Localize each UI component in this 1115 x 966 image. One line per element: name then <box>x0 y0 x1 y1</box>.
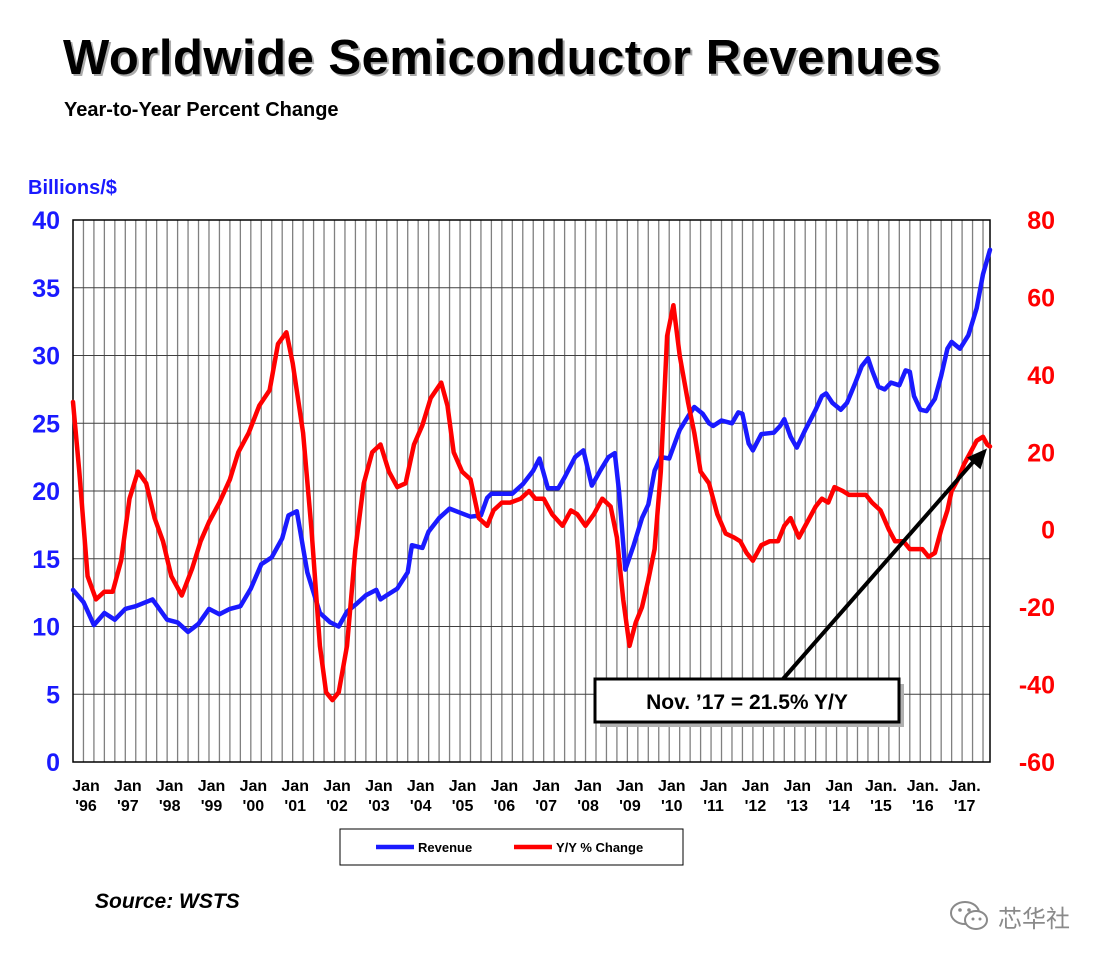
x-tick-label-year: '11 <box>703 798 724 815</box>
x-tick-label-month: Jan <box>574 778 602 795</box>
x-tick-label-month: Jan <box>365 778 393 795</box>
legend-box <box>339 828 684 866</box>
x-tick-label-year: '10 <box>661 798 683 815</box>
x-axis-ticks: Jan '96 Jan '97 Jan '98 Jan '99 Jan '00 Jan '01 Jan '… <box>72 778 980 815</box>
x-tick-label-year: '02 <box>326 798 348 815</box>
annotation-text: Nov. ’17 = 21.5% Y/Y <box>646 691 848 714</box>
x-tick-label-year: '12 <box>745 798 767 815</box>
right-tick-label: -60 <box>1019 749 1055 777</box>
left-tick-label: 15 <box>32 546 60 574</box>
series-layer <box>70 247 993 703</box>
x-tick-label-month: Jan <box>825 778 853 795</box>
left-tick-label: 0 <box>46 749 60 777</box>
x-tick-label-month: Jan. <box>907 778 939 795</box>
x-tick-label-year: '17 <box>954 798 976 815</box>
source-note: Source: WSTS <box>95 890 240 913</box>
watermark-text: 芯华社 <box>998 905 1070 933</box>
x-tick-label-month: Jan <box>658 778 686 795</box>
legend-label: Y/Y % Change <box>556 840 643 855</box>
annotation-arrow-head <box>967 448 987 470</box>
x-tick-label-month: Jan <box>407 778 435 795</box>
x-tick-label-month: Jan. <box>949 778 981 795</box>
annotation-layer: Nov. ’17 = 21.5% Y/Y <box>593 448 987 727</box>
x-tick-label-year: '04 <box>410 798 432 815</box>
right-tick-label: 20 <box>1027 439 1055 467</box>
x-tick-label-year: '07 <box>535 798 557 815</box>
x-tick-label-year: '05 <box>452 798 474 815</box>
x-tick-label-month: Jan <box>700 778 728 795</box>
right-tick-label: -20 <box>1019 594 1055 622</box>
x-tick-label-month: Jan <box>783 778 811 795</box>
x-tick-label-year: '03 <box>368 798 390 815</box>
x-tick-label-month: Jan <box>616 778 644 795</box>
x-tick-label-month: Jan <box>742 778 770 795</box>
x-tick-label-year: '99 <box>201 798 223 815</box>
x-tick-label-month: Jan <box>281 778 309 795</box>
plot-frame <box>72 219 991 763</box>
x-tick-label-year: '01 <box>284 798 306 815</box>
left-tick-label: 20 <box>32 478 60 506</box>
x-tick-label-year: '00 <box>243 798 265 815</box>
x-tick-label-month: Jan <box>491 778 519 795</box>
legend-label: Revenue <box>418 840 472 855</box>
left-tick-label: 40 <box>32 207 60 235</box>
left-axis-ticks: 0 5 10 15 20 25 30 35 40 <box>32 207 60 777</box>
x-tick-label-year: '98 <box>159 798 181 815</box>
x-tick-label-month: Jan <box>449 778 477 795</box>
watermark: 芯华社 <box>948 898 1070 934</box>
x-tick-label-year: '08 <box>577 798 599 815</box>
x-tick-label-year: '14 <box>828 798 850 815</box>
x-tick-label-year: '15 <box>870 798 892 815</box>
legend: Revenue Y/Y % Change <box>339 828 684 866</box>
x-tick-label-month: Jan <box>532 778 560 795</box>
left-tick-label: 5 <box>46 681 60 709</box>
right-tick-label: 60 <box>1027 284 1055 312</box>
right-axis-ticks: -60 -40 -20 0 20 40 60 80 <box>1019 207 1055 777</box>
yoy-change-series-line <box>70 302 993 703</box>
right-tick-label: 80 <box>1027 207 1055 235</box>
x-tick-label-month: Jan <box>72 778 100 795</box>
wechat-icon <box>950 901 988 930</box>
x-tick-label-year: '06 <box>494 798 516 815</box>
left-tick-label: 10 <box>32 614 60 642</box>
left-tick-label: 30 <box>32 343 60 371</box>
right-tick-label: 0 <box>1041 517 1055 545</box>
x-tick-label-year: '16 <box>912 798 934 815</box>
x-tick-label-year: '09 <box>619 798 641 815</box>
annotation-box <box>593 677 901 724</box>
x-tick-label-month: Jan <box>114 778 142 795</box>
left-axis-label: Billions/$ <box>28 177 117 199</box>
x-tick-label-month: Jan <box>156 778 184 795</box>
revenue-series-line <box>70 247 993 635</box>
x-tick-label-month: Jan <box>323 778 351 795</box>
x-tick-label-month: Jan <box>240 778 268 795</box>
x-tick-label-year: '97 <box>117 798 139 815</box>
x-tick-label-month: Jan. <box>865 778 897 795</box>
x-tick-label-year: '13 <box>786 798 808 815</box>
chart-title: Worldwide Semiconductor Revenues <box>63 31 942 85</box>
annotation-arrow-line <box>781 456 979 681</box>
x-tick-label-month: Jan <box>198 778 226 795</box>
chart-subtitle: Year-to-Year Percent Change <box>64 99 339 121</box>
x-tick-label-year: '96 <box>75 798 97 815</box>
right-tick-label: 40 <box>1027 362 1055 390</box>
right-tick-label: -40 <box>1019 672 1055 700</box>
left-tick-label: 25 <box>32 410 60 438</box>
left-tick-label: 35 <box>32 275 60 303</box>
